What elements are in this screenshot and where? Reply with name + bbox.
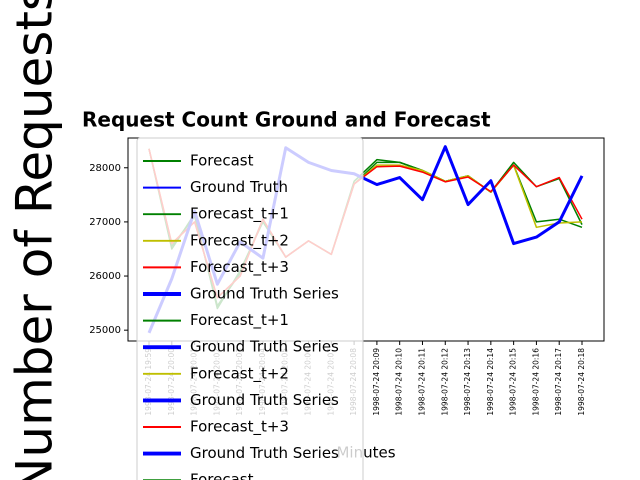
legend-label: Forecast bbox=[190, 471, 254, 480]
legend: Forecast Ground Truth Forecast_t+1 Forecast… bbox=[136, 137, 364, 480]
x-tick-label: 1998-07-24 20:12 bbox=[440, 348, 449, 416]
legend-label: Forecast_t+2 bbox=[190, 364, 289, 383]
x-tick-label: 1998-07-24 20:16 bbox=[531, 348, 540, 416]
legend-label: Ground Truth Series bbox=[190, 285, 339, 303]
chart-title: Request Count Ground and Forecast bbox=[82, 108, 491, 132]
x-tick-label: 1998-07-24 20:13 bbox=[463, 348, 472, 416]
legend-label: Forecast bbox=[190, 152, 254, 170]
y-tick-label: 26000 bbox=[89, 271, 121, 282]
legend-box bbox=[136, 137, 364, 480]
legend-label: Ground Truth Series bbox=[190, 391, 339, 409]
x-tick-label: 1998-07-24 20:10 bbox=[395, 348, 404, 416]
legend-label: Forecast_t+1 bbox=[190, 205, 289, 224]
x-tick-label: 1998-07-24 20:17 bbox=[554, 348, 563, 416]
x-tick-label: 1998-07-24 20:14 bbox=[486, 348, 495, 416]
legend-label: Forecast_t+2 bbox=[190, 231, 289, 250]
legend-label: Forecast_t+1 bbox=[190, 311, 289, 330]
legend-label: Ground Truth Series bbox=[190, 444, 339, 462]
x-tick-label: 1998-07-24 20:11 bbox=[417, 348, 426, 416]
y-tick-label: 25000 bbox=[89, 325, 121, 336]
y-tick-label: 28000 bbox=[89, 163, 121, 174]
legend-label: Ground Truth Series bbox=[190, 338, 339, 356]
x-tick-label: 1998-07-24 20:18 bbox=[577, 348, 586, 416]
legend-label: Forecast_t+3 bbox=[190, 258, 289, 277]
legend-label: Forecast_t+3 bbox=[190, 418, 289, 437]
x-tick-label: 1998-07-24 20:15 bbox=[509, 348, 518, 416]
y-tick-label: 27000 bbox=[89, 217, 121, 228]
x-tick-label: 1998-07-24 20:09 bbox=[372, 348, 381, 416]
plot-frame bbox=[127, 137, 605, 342]
y-axis-label: Number of Requests bbox=[6, 0, 64, 480]
legend-label: Ground Truth bbox=[190, 178, 288, 196]
